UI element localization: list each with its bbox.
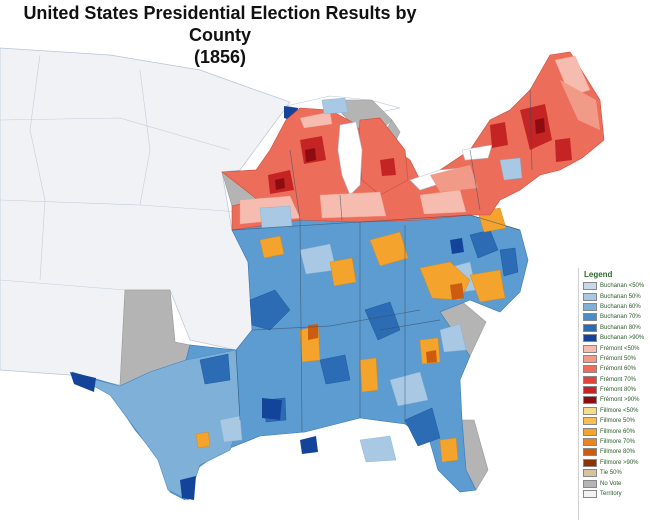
legend-label: Fillmore 50% (600, 418, 636, 425)
legend-swatch (583, 292, 597, 301)
fillmore-patches (195, 207, 507, 463)
legend-swatch (583, 469, 597, 478)
fremont-darkest-patches (275, 118, 545, 190)
legend-entry: Frémont 50% (583, 354, 649, 364)
legend-label: Fillmore 70% (600, 439, 636, 446)
legend-swatch (583, 417, 597, 426)
legend-label: Frémont 60% (600, 366, 637, 373)
legend-entry: Fillmore 50% (583, 416, 649, 426)
legend-label: Fillmore <50% (600, 407, 639, 414)
legend-label: Frémont 70% (600, 376, 637, 383)
legend-swatch (583, 375, 597, 384)
legend-swatch (583, 354, 597, 363)
legend-swatch (583, 344, 597, 353)
legend-label: Buchanan 70% (600, 314, 641, 321)
legend-swatch (583, 396, 597, 405)
fillmore-dark-patches (308, 283, 464, 363)
legend-entry: Frémont 60% (583, 364, 649, 374)
legend-label: Buchanan 50% (600, 293, 641, 300)
legend-entry: Fillmore <50% (583, 406, 649, 416)
legend-entry: Frémont <50% (583, 343, 649, 353)
map-title-line2: (1856) (193, 47, 247, 67)
legend-entry: Fillmore 70% (583, 437, 649, 447)
legend-entry: Territory (583, 489, 649, 499)
legend-entry: Fillmore 80% (583, 447, 649, 457)
legend-entry: No Vote (583, 478, 649, 488)
legend-entry: Frémont 80% (583, 385, 649, 395)
legend-entry: Buchanan <50% (583, 281, 649, 291)
legend-label: Frémont 80% (600, 387, 637, 394)
legend-entry: Buchanan 50% (583, 291, 649, 301)
legend-swatch (583, 479, 597, 488)
legend-label: Fillmore 60% (600, 428, 636, 435)
map-title-line1: United States Presidential Election Resu… (23, 3, 417, 45)
legend-swatch (583, 282, 597, 291)
fremont-north (221, 51, 605, 231)
legend-entry: Buchanan 60% (583, 302, 649, 312)
legend-swatch (583, 386, 597, 395)
legend-entry: Buchanan 80% (583, 323, 649, 333)
fremont-medium-patches (430, 80, 600, 192)
legend-label: Fillmore >90% (600, 459, 639, 466)
lake-ontario (461, 144, 493, 161)
map-title: United States Presidential Election Resu… (0, 2, 440, 68)
legend-label: No Vote (600, 480, 622, 487)
legend-swatch (583, 448, 597, 457)
legend-swatch (583, 458, 597, 467)
legend: Legend Buchanan <50% Buchanan 50% Buchanan… (578, 268, 649, 520)
buchanan-darkest-patches (70, 106, 464, 500)
legend-entries: Buchanan <50% Buchanan 50% Buchanan 60% Buc… (579, 281, 649, 499)
legend-swatch (583, 427, 597, 436)
legend-label: Buchanan 80% (600, 324, 641, 331)
legend-entry: Tie 50% (583, 468, 649, 478)
legend-entry: Frémont 70% (583, 375, 649, 385)
buchanan-upper-patches (259, 97, 523, 229)
legend-entry: Buchanan 70% (583, 312, 649, 322)
legend-label: Buchanan 60% (600, 303, 641, 310)
legend-entry: Fillmore 60% (583, 426, 649, 436)
lake-michigan (337, 121, 363, 196)
legend-swatch (583, 406, 597, 415)
legend-swatch (583, 334, 597, 343)
legend-entry: Frémont >90% (583, 395, 649, 405)
legend-swatch (583, 490, 597, 498)
legend-label: Frémont >90% (600, 397, 640, 404)
legend-label: Territory (600, 491, 622, 497)
legend-entry: Fillmore >90% (583, 458, 649, 468)
state-boundaries (231, 89, 533, 433)
legend-swatch (583, 323, 597, 332)
legend-label: Buchanan <50% (600, 283, 645, 290)
legend-label: Tie 50% (600, 470, 622, 477)
legend-label: Frémont 50% (600, 355, 637, 362)
legend-label: Fillmore 80% (600, 449, 636, 456)
legend-entry: Buchanan >90% (583, 333, 649, 343)
legend-label: Buchanan >90% (600, 335, 645, 342)
legend-swatch (583, 313, 597, 322)
legend-swatch (583, 302, 597, 311)
legend-label: Frémont <50% (600, 345, 640, 352)
legend-title: Legend (584, 270, 613, 279)
legend-swatch (583, 438, 597, 447)
legend-swatch (583, 365, 597, 374)
